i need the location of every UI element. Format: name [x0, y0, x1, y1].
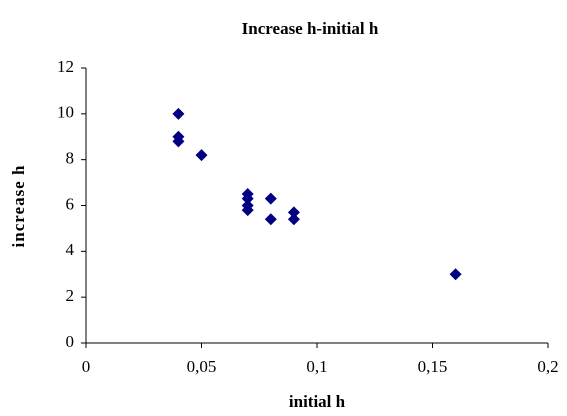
y-tick-label: 12 [57, 57, 74, 76]
y-tick-label: 10 [57, 103, 74, 122]
point [241, 204, 254, 217]
x-tick-label: 0,2 [537, 357, 558, 376]
chart-title: Increase h-initial h [242, 19, 379, 38]
y-tick-label: 0 [66, 332, 75, 351]
point [449, 268, 462, 281]
point [264, 192, 277, 205]
y-tick-label: 2 [66, 286, 75, 305]
point [172, 107, 185, 120]
x-tick-label: 0,1 [306, 357, 327, 376]
point [195, 149, 208, 162]
point [172, 135, 185, 148]
x-tick-label: 0,05 [187, 357, 217, 376]
y-tick-label: 4 [66, 240, 75, 259]
point [287, 206, 300, 219]
x-tick-label: 0 [82, 357, 91, 376]
point [241, 192, 254, 205]
y-tick-label: 6 [66, 194, 75, 213]
y-tick-label: 8 [66, 149, 75, 168]
y-axis-label: increase h [9, 165, 28, 248]
x-axis-label: initial h [289, 392, 346, 411]
point [264, 213, 277, 226]
x-tick-label: 0,15 [418, 357, 448, 376]
point [287, 213, 300, 226]
